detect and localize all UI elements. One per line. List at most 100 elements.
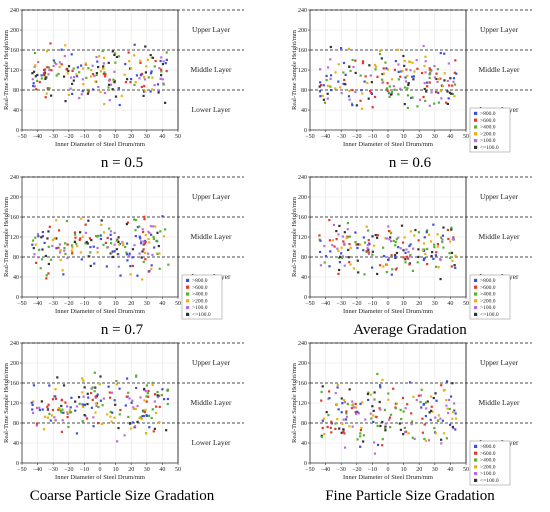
scatter-point — [366, 244, 369, 247]
x-axis-title: Inner Diameter of Steel Drum/mm — [55, 141, 145, 148]
y-tick-label: 240 — [298, 8, 307, 14]
scatter-point — [399, 428, 402, 431]
scatter-point — [341, 235, 345, 238]
scatter-point — [343, 446, 347, 449]
scatter-point — [57, 246, 60, 249]
legend-label: >400.0 — [480, 292, 496, 298]
legend-label: >100.0 — [480, 471, 496, 477]
x-tick-label: 50 — [175, 134, 181, 140]
scatter-point — [115, 440, 119, 443]
scatter-point — [97, 405, 100, 409]
scatter-point — [66, 415, 69, 419]
scatter-point — [422, 249, 426, 252]
y-tick-label: 0 — [16, 461, 19, 467]
scatter-point — [426, 247, 429, 251]
scatter-point — [70, 249, 73, 252]
scatter-point — [107, 83, 111, 86]
x-tick-label: 10 — [113, 301, 119, 307]
scatter-point — [428, 411, 431, 414]
scatter-point — [382, 265, 385, 268]
scatter-point — [66, 411, 69, 414]
scatter-point — [390, 273, 393, 276]
scatter-point — [412, 395, 415, 398]
scatter-point — [82, 379, 85, 382]
scatter-point — [367, 229, 370, 232]
legend-label: >200.0 — [480, 131, 496, 137]
scatter-point — [47, 272, 50, 275]
x-tick-label: −20 — [64, 134, 73, 140]
scatter-point — [139, 396, 142, 399]
scatter-point — [382, 67, 385, 70]
scatter-point — [35, 424, 38, 427]
y-tick-label: 40 — [301, 108, 307, 114]
scatter-point — [384, 237, 387, 240]
layer-label: Upper Layer — [192, 25, 231, 34]
scatter-point — [397, 63, 400, 66]
scatter-point — [409, 230, 413, 233]
scatter-point — [428, 67, 431, 70]
scatter-point — [367, 239, 370, 242]
scatter-point — [49, 42, 52, 45]
x-tick-label: 50 — [175, 467, 181, 473]
scatter-point — [411, 269, 415, 273]
scatter-point — [384, 427, 387, 430]
scatter-point — [354, 90, 357, 94]
scatter-points — [320, 372, 458, 455]
legend-label: >600.0 — [480, 285, 496, 291]
scatter-point — [387, 398, 390, 401]
scatter-point — [417, 394, 420, 397]
x-tick-label: 30 — [432, 467, 438, 473]
scatter-point — [152, 235, 155, 238]
scatter-point — [97, 234, 100, 238]
legend-box — [181, 274, 223, 320]
scatter-point — [145, 384, 148, 387]
legend-swatch — [474, 299, 478, 303]
scatter-point — [123, 73, 126, 76]
scatter-point — [149, 225, 152, 228]
scatter-point — [59, 410, 62, 413]
scatter-point — [152, 430, 155, 433]
legend-label: <=100.0 — [480, 312, 499, 318]
scatter-point — [114, 61, 117, 64]
scatter-point — [411, 247, 415, 250]
scatter-point — [150, 88, 154, 91]
x-tick-label: 30 — [432, 134, 438, 140]
scatter-point — [113, 231, 116, 235]
scatter-point — [134, 218, 138, 222]
y-tick-label: 160 — [10, 215, 19, 221]
scatter-point — [415, 59, 418, 62]
scatter-point — [143, 76, 146, 79]
y-axis-title: Real-Time Sample Height/mm — [291, 197, 298, 277]
scatter-point — [342, 240, 345, 243]
scatter-point — [60, 48, 63, 51]
scatter-point — [329, 58, 332, 61]
scatter-point — [57, 406, 61, 410]
scatter-point — [109, 415, 112, 418]
scatter-point — [144, 71, 147, 74]
legend-swatch — [474, 285, 478, 289]
scatter-point — [97, 421, 100, 425]
scatter-point — [329, 85, 332, 88]
scatter-point — [446, 228, 449, 232]
scatter-point — [320, 399, 323, 402]
scatter-point — [447, 97, 450, 100]
scatter-points — [318, 218, 457, 281]
scatter-point — [94, 234, 98, 238]
scatter-point — [99, 399, 103, 402]
x-tick-label: 20 — [416, 134, 422, 140]
scatter-point — [71, 246, 74, 249]
scatter-point — [80, 64, 83, 67]
scatter-point — [445, 437, 448, 440]
scatter-point — [347, 248, 350, 252]
scatter-point — [151, 253, 154, 257]
scatter-point — [139, 237, 142, 240]
scatter-point — [118, 103, 121, 107]
scatter-point — [157, 244, 160, 248]
legend-label: >100.0 — [480, 138, 496, 144]
scatter-point — [53, 237, 56, 240]
scatter-point — [33, 253, 36, 256]
scatter-point — [335, 403, 338, 406]
scatter-point — [337, 63, 340, 66]
scatter-point — [424, 60, 427, 63]
scatter-point — [92, 425, 95, 428]
